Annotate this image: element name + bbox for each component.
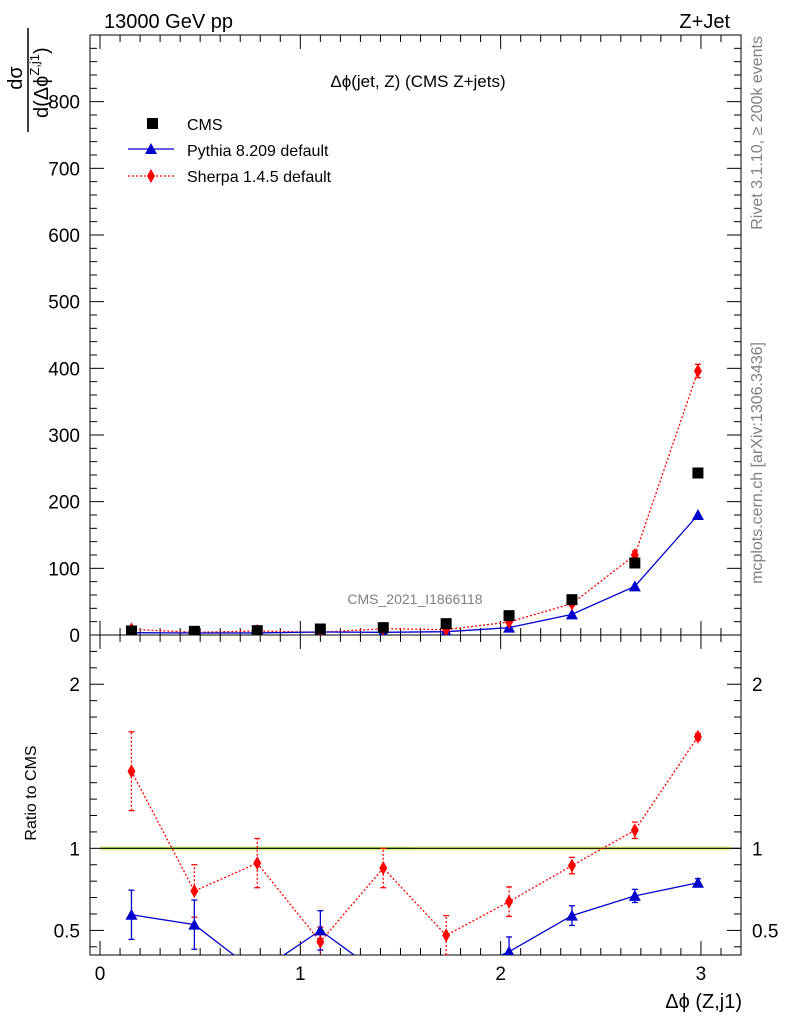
cms-point — [377, 622, 389, 634]
pythia-ratio-point — [628, 889, 641, 901]
header-left: 13000 GeV pp — [104, 11, 233, 33]
ratio-axes: 0 1 2 3 0.5 0.5 1 1 2 2 — [54, 635, 778, 985]
pythia-ratio-point — [377, 970, 389, 981]
pythia-point — [691, 509, 704, 520]
x-tick-label: 2 — [495, 964, 506, 985]
cms-point — [314, 623, 326, 635]
y-tick-label: 100 — [48, 559, 80, 580]
legend-label-cms: CMS — [187, 117, 223, 134]
pythia-ratio-point — [251, 967, 263, 978]
pythia-ratio-point — [691, 876, 704, 888]
y-tick-label: 200 — [48, 493, 80, 514]
y-tick-label: 300 — [48, 426, 80, 447]
pythia-line — [131, 514, 699, 634]
ratio-y-tick-label-right: 1 — [752, 839, 763, 860]
top-ylabel-denominator: d(ΔϕZ,j1) — [27, 47, 53, 118]
sherpa-ratio-point — [316, 934, 325, 949]
sherpa-ratio-point — [442, 928, 451, 943]
sherpa-ratio-line — [130, 736, 699, 943]
legend-entry-pythia: Pythia 8.209 default — [128, 143, 329, 160]
cms-point — [503, 610, 515, 622]
pythia-point — [628, 580, 641, 592]
ratio-y-tick-label: 1 — [69, 839, 80, 860]
sherpa-ratio-point — [127, 764, 136, 779]
legend-label-sherpa: Sherpa 1.4.5 default — [187, 169, 332, 186]
ratio-y-tick-label-right: 2 — [752, 675, 763, 696]
cms-point — [629, 557, 641, 569]
cms-point — [251, 625, 263, 635]
ratio-ylabel: Ratio to CMS — [23, 745, 40, 840]
mcplots-site-text: mcplots.cern.ch [arXiv:1306.3436] — [749, 342, 766, 584]
top-ylabel-sup: Z,j1 — [27, 54, 42, 76]
top-plot-title: Δϕ(jet, Z) (CMS Z+jets) — [330, 72, 505, 91]
sherpa-ratio-point — [630, 823, 639, 838]
sherpa-ratio-point — [693, 729, 702, 744]
top-axes: 0 100 200 300 400 500 600 700 800 — [48, 34, 742, 647]
y-tick-label: 600 — [48, 226, 80, 247]
pythia-ratio-point — [503, 945, 515, 955]
pythia-ratio-line — [131, 882, 699, 955]
sherpa-ratio-point — [190, 884, 199, 898]
top-marks — [125, 363, 704, 635]
sherpa-ratio-point — [505, 894, 514, 909]
ratio-y-tick-label-right: 0.5 — [752, 921, 778, 942]
y-tick-label: 400 — [48, 359, 80, 380]
ratio-y-tick-label: 0.5 — [54, 921, 80, 942]
legend-entry-sherpa: Sherpa 1.4.5 default — [128, 169, 332, 186]
legend-label-pythia: Pythia 8.209 default — [187, 143, 329, 160]
pythia-ratio-point — [314, 924, 327, 936]
ratio-panel-frame — [89, 634, 742, 956]
sherpa-ratio-point — [379, 861, 388, 876]
y-tick-label: 500 — [48, 293, 80, 314]
cms-point — [440, 618, 452, 630]
header-right: Z+Jet — [679, 11, 730, 33]
cms-point — [692, 467, 704, 479]
sherpa-point — [693, 364, 702, 378]
y-tick-label: 0 — [69, 626, 80, 647]
y-tick-label: 700 — [48, 159, 80, 180]
pythia-ratio-point — [125, 908, 138, 920]
x-tick-label: 3 — [696, 964, 707, 985]
legend: CMS Pythia 8.209 default Sherpa 1.4.5 de… — [128, 117, 332, 186]
cms-point — [188, 625, 200, 635]
pythia-ratio-point — [565, 909, 578, 921]
sherpa-ratio-point — [253, 856, 262, 871]
ratio-marks — [100, 729, 741, 985]
top-ylabel: dσ d(ΔϕZ,j1) — [5, 28, 53, 132]
rivet-version-text: Rivet 3.1.10, ≥ 200k events — [749, 36, 766, 230]
sherpa-ratio-point — [567, 858, 576, 873]
pythia-ratio-point — [188, 918, 201, 930]
x-tick-label: 0 — [95, 964, 106, 985]
y-tick-label: 800 — [48, 93, 80, 114]
top-ylabel-numerator: dσ — [5, 66, 27, 90]
pythia-ratio-point — [440, 974, 452, 985]
legend-entry-cms: CMS — [147, 117, 223, 134]
pythia-point — [565, 608, 578, 620]
x-tick-label: 1 — [295, 964, 306, 985]
x-axis-label: Δϕ (Z,j1) — [665, 991, 742, 1013]
cms-point — [566, 594, 578, 606]
cms-point — [125, 625, 137, 635]
ratio-y-tick-label: 2 — [69, 675, 80, 696]
analysis-watermark: CMS_2021_I1866118 — [347, 591, 482, 607]
